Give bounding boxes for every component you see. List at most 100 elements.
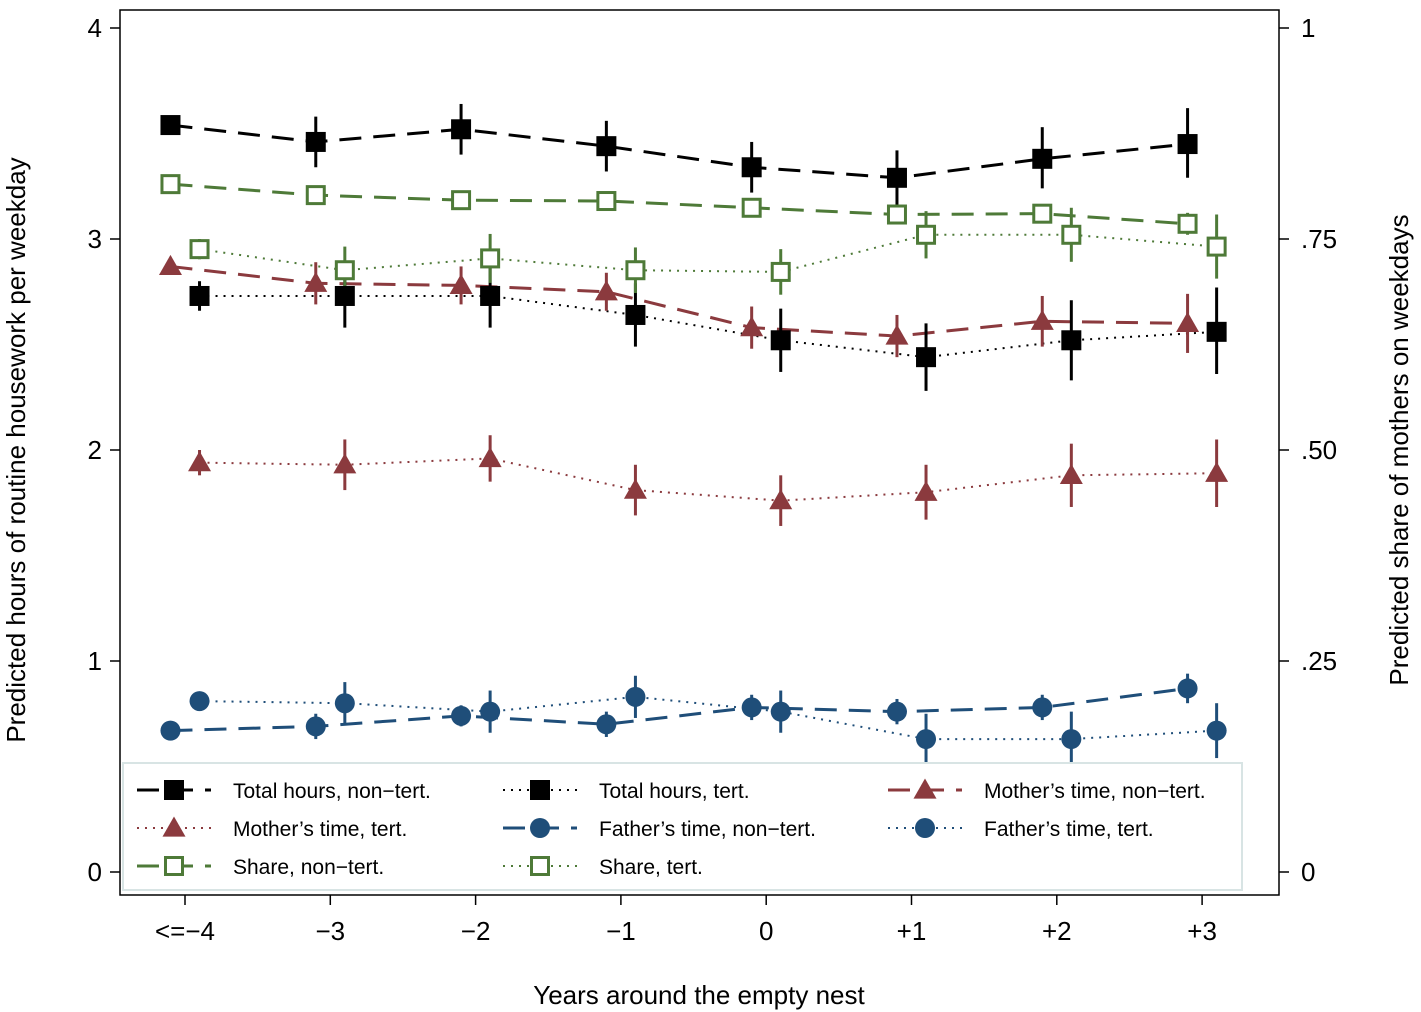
y2-tick-label: .75 [1301,224,1337,254]
y2-tick-label: .50 [1301,435,1337,465]
marker-square [1032,148,1053,169]
marker-square-open [741,197,762,218]
marker-triangle [188,451,212,472]
y2-axis-label: Predicted share of mothers on weekdays [1384,214,1414,685]
x-tick-label: 0 [759,916,773,946]
marker-triangle [913,778,937,799]
y-tick-label: 0 [88,857,102,887]
marker-circle [916,729,937,750]
x-tick-label: −1 [606,916,636,946]
marker-circle [480,701,501,722]
x-tick-label: −2 [461,916,491,946]
marker-square-open [1061,224,1082,245]
marker-square-open [596,191,617,212]
marker-square [596,136,617,157]
marker-square [334,285,355,306]
marker-square [886,167,907,188]
y2-tick-label: .25 [1301,646,1337,676]
legend-label: Father’s time, non−tert. [599,818,816,841]
marker-triangle [623,478,647,499]
marker-circle [741,697,762,718]
marker-square [160,115,181,136]
marker-square-open [1032,203,1053,224]
marker-triangle [1205,461,1229,482]
legend: Total hours, non−tert. Total hours, tert.… [122,762,1243,891]
marker-circle [1061,729,1082,750]
marker-triangle [478,446,502,468]
marker-circle [305,716,326,737]
marker-circle [915,818,935,838]
marker-square [1177,134,1198,155]
legend-label: Mother’s time, tert. [233,818,407,841]
marker-triangle [1059,463,1083,484]
marker-circle [1032,697,1053,718]
marker-circle [770,701,791,722]
legend-label: Father’s time, tert. [984,818,1154,841]
y-tick-label: 4 [88,13,102,43]
y-tick-label: 1 [88,646,102,676]
series-line [199,457,1217,502]
marker-square [916,347,937,368]
marker-square-open [305,185,326,206]
x-tick-label: +2 [1042,916,1072,946]
series-line [170,123,1188,180]
marker-circle [886,701,907,722]
series-line [170,264,1188,338]
marker-square [305,131,326,152]
marker-square-open [625,260,646,281]
marker-square [625,304,646,325]
marker-square [770,330,791,351]
marker-circle [334,693,355,714]
marker-square-open [334,260,355,281]
marker-square-open [451,190,472,211]
marker-triangle [162,816,186,837]
legend-label: Mother’s time, non−tert. [984,780,1206,803]
marker-square [164,780,184,800]
marker-triangle [304,271,328,292]
marker-square-open [886,204,907,225]
marker-triangle [1030,309,1054,330]
marker-square [480,285,501,306]
legend-label: Share, tert. [599,856,703,879]
x-axis-label: Years around the empty nest [533,980,865,1010]
marker-square [189,285,210,306]
marker-triangle [449,273,473,295]
marker-triangle [1176,311,1200,333]
series-line [199,695,1217,741]
y-axis-label: Predicted hours of routine housework per… [1,157,31,742]
x-tick-label: <=−4 [155,916,215,946]
marker-circle [189,691,210,712]
series-line [199,294,1217,359]
x-tick-label: −3 [315,916,345,946]
axes: 0 1 2 3 4 0 .25 .50 .75 1 <=−4 −3 −2 −1 0 +1 +2 +3 [88,13,1338,946]
y-tick-label: 2 [88,435,102,465]
marker-square-open [530,856,550,876]
y2-tick-label: 0 [1301,857,1315,887]
marker-circle [451,705,472,726]
marker-triangle [740,316,764,337]
marker-square-open [1177,213,1198,234]
series-lines [170,123,1217,741]
marker-square-open [164,856,184,876]
marker-circle [625,686,646,707]
plot-background [119,9,1280,896]
marker-square [1206,321,1227,342]
marker-square-open [160,174,181,195]
marker-circle [1177,678,1198,699]
marker-circle [530,818,550,838]
marker-square [1061,330,1082,351]
marker-square-open [770,261,791,282]
marker-triangle [594,280,618,301]
markers [158,115,1229,750]
x-tick-label: +1 [897,916,927,946]
marker-square-open [1206,236,1227,257]
legend-label: Total hours, non−tert. [233,780,431,803]
marker-square [741,157,762,178]
legend-box [122,762,1243,891]
marker-circle [160,720,181,741]
marker-square [530,780,550,800]
marker-triangle [333,453,357,474]
marker-square-open [480,248,501,269]
marker-triangle [769,489,793,510]
